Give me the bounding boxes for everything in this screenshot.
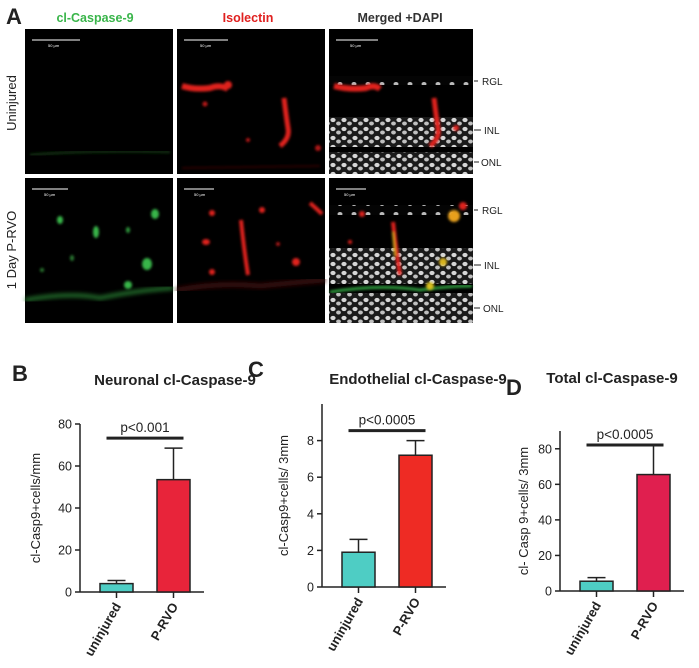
chart-panel-c: C Endothelial cl-Caspase-9 0 2 4 6 8 cl-Casp9+c… [248, 357, 507, 654]
bar-uninjured [579, 580, 614, 592]
layer-label-onl: ONL [483, 304, 504, 315]
y-tick-label: 8 [307, 434, 314, 448]
chart-title: Neuronal cl-Caspase-9 [94, 372, 256, 389]
y-tick-label: 20 [538, 549, 552, 563]
bar-charts: B Neuronal cl-Caspase-9020406080cl-Casp9+… [12, 357, 684, 659]
scale-bar-label: 50 µm [48, 43, 60, 48]
bar-uninjured [341, 551, 376, 588]
panel-letter: D [506, 375, 522, 400]
x-tick-label: P-RVO [148, 600, 181, 643]
x-tick-label: P-RVO [390, 595, 423, 638]
row-label-1day: 1 Day P-RVO [4, 211, 19, 290]
bar-p-rvo [156, 478, 191, 593]
column-title-red: Isolectin [223, 11, 274, 25]
micrograph-pvro-red: 50 µm [176, 178, 326, 323]
y-tick-label: 80 [538, 442, 552, 456]
scale-bar-label: 50 µm [194, 192, 206, 197]
layer-label-onl: ONL [481, 158, 502, 169]
scale-bar-label: 50 µm [44, 192, 56, 197]
scale-bar-label: 50 µm [350, 43, 362, 48]
scale-bar-label: 50 µm [344, 192, 356, 197]
micrograph-uninjured-merged: 50 µm [329, 29, 473, 174]
chart-title: Total cl-Caspase-9 [546, 370, 677, 387]
y-tick-label: 60 [58, 460, 72, 474]
panel-letter: B [12, 361, 28, 386]
column-title-merged: Merged +DAPI [357, 11, 442, 25]
panel-letter: C [248, 357, 264, 382]
y-tick-label: 60 [538, 478, 552, 492]
column-title-green: cl-Caspase-9 [56, 11, 133, 25]
x-tick-label: uninjured [561, 599, 604, 658]
layer-label-inl: INL [484, 261, 500, 272]
panel-a: A cl-Caspase-9 Isolectin Merged +DAPI Un… [4, 4, 504, 323]
layer-label-rgl: RGL [482, 206, 503, 217]
bar-uninjured [99, 582, 134, 593]
y-tick-label: 0 [65, 586, 72, 600]
x-tick-label: P-RVO [628, 599, 661, 642]
micrograph-uninjured-red: 50 µm [177, 29, 325, 174]
chart-panel-d: D Total cl-Caspase-9 0 20 40 60 80 cl- Casp 9+c… [506, 370, 684, 658]
bar-p-rvo [636, 473, 671, 592]
y-tick-label: 0 [545, 585, 552, 599]
y-axis-label: cl- Casp 9+cells/ 3mm [516, 447, 531, 575]
chart-panel-b: B Neuronal cl-Caspase-9 0 20 40 60 80 cl-Casp9+… [12, 361, 256, 659]
x-tick-label: uninjured [81, 600, 124, 659]
x-tick-label: uninjured [323, 595, 366, 654]
p-value-label: p<0.001 [120, 420, 169, 435]
chart-title: Endothelial cl-Caspase-9 [329, 371, 507, 388]
y-tick-label: 0 [307, 581, 314, 595]
y-tick-label: 40 [538, 513, 552, 527]
y-tick-label: 40 [58, 502, 72, 516]
row-label-uninjured: Uninjured [4, 75, 19, 131]
y-tick-label: 20 [58, 544, 72, 558]
y-tick-label: 4 [307, 507, 314, 521]
y-axis-label: cl-Casp9+cells/ 3mm [276, 435, 291, 556]
layer-label-rgl: RGL [482, 77, 503, 88]
micrograph-pvro-green: 50 µm [24, 178, 174, 323]
y-tick-label: 6 [307, 471, 314, 485]
panel-a-letter: A [6, 4, 22, 29]
p-value-label: p<0.0005 [359, 413, 416, 428]
scale-bar-label: 50 µm [200, 43, 212, 48]
micrograph-uninjured-green: 50 µm [25, 29, 173, 174]
layer-label-inl: INL [484, 126, 500, 137]
y-tick-label: 2 [307, 544, 314, 558]
micrograph-pvro-merged: 50 µm [329, 178, 473, 323]
y-tick-label: 80 [58, 418, 72, 432]
p-value-label: p<0.0005 [597, 427, 654, 442]
y-axis-label: cl-Casp9+cells/mm [28, 453, 43, 563]
bar-p-rvo [398, 454, 433, 588]
